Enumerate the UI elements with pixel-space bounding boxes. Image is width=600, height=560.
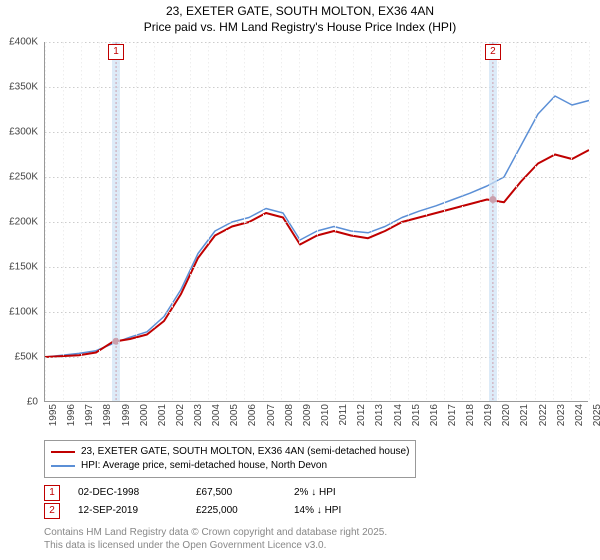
- x-axis-label: 2004: [211, 404, 222, 426]
- y-axis-label: £350K: [0, 82, 42, 93]
- x-axis-label: 2007: [266, 404, 277, 426]
- x-axis-label: 1999: [121, 404, 132, 426]
- y-axis-label: £200K: [0, 217, 42, 228]
- x-axis-label: 2011: [338, 404, 349, 426]
- title-line-2: Price paid vs. HM Land Registry's House …: [0, 20, 600, 36]
- legend-row-price-paid: 23, EXETER GATE, SOUTH MOLTON, EX36 4AN …: [51, 445, 409, 459]
- x-axis-label: 2023: [556, 404, 567, 426]
- x-axis-label: 1997: [84, 404, 95, 426]
- x-axis-label: 2025: [592, 404, 600, 426]
- x-axis-label: 1996: [66, 404, 77, 426]
- x-axis-label: 2020: [501, 404, 512, 426]
- x-axis-label: 2005: [229, 404, 240, 426]
- y-axis-label: £100K: [0, 307, 42, 318]
- x-axis-label: 1998: [102, 404, 113, 426]
- x-axis-label: 2024: [574, 404, 585, 426]
- x-axis-label: 2017: [447, 404, 458, 426]
- attribution-line-1: Contains HM Land Registry data © Crown c…: [44, 526, 588, 539]
- chart-title: 23, EXETER GATE, SOUTH MOLTON, EX36 4AN …: [0, 0, 600, 35]
- x-axis-label: 2015: [411, 404, 422, 426]
- legend-box: 23, EXETER GATE, SOUTH MOLTON, EX36 4AN …: [44, 440, 416, 478]
- y-axis-label: £50K: [0, 352, 42, 363]
- x-axis-label: 2000: [139, 404, 150, 426]
- y-axis-label: £400K: [0, 37, 42, 48]
- attribution-line-2: This data is licensed under the Open Gov…: [44, 539, 588, 552]
- y-axis-label: £300K: [0, 127, 42, 138]
- title-line-1: 23, EXETER GATE, SOUTH MOLTON, EX36 4AN: [0, 4, 600, 20]
- legend-swatch-hpi: [51, 465, 75, 467]
- legend-label-price-paid: 23, EXETER GATE, SOUTH MOLTON, EX36 4AN …: [81, 445, 409, 459]
- x-axis-label: 2003: [193, 404, 204, 426]
- sales-table: 102-DEC-1998£67,5002% ↓ HPI212-SEP-2019£…: [44, 484, 588, 520]
- x-axis-label: 2010: [320, 404, 331, 426]
- x-axis-label: 2022: [538, 404, 549, 426]
- y-axis-label: £250K: [0, 172, 42, 183]
- y-axis-label: £0: [0, 397, 42, 408]
- x-axis-label: 2002: [175, 404, 186, 426]
- chart-container: 23, EXETER GATE, SOUTH MOLTON, EX36 4AN …: [0, 0, 600, 560]
- legend-swatch-price-paid: [51, 451, 75, 453]
- sale-marker: 2: [485, 44, 501, 60]
- x-axis-label: 2016: [429, 404, 440, 426]
- x-axis-label: 2006: [247, 404, 258, 426]
- attribution: Contains HM Land Registry data © Crown c…: [44, 526, 588, 552]
- sale-marker: 1: [108, 44, 124, 60]
- legend-and-footer: 23, EXETER GATE, SOUTH MOLTON, EX36 4AN …: [44, 440, 588, 552]
- x-axis-label: 2001: [157, 404, 168, 426]
- x-axis-label: 2008: [284, 404, 295, 426]
- x-axis-label: 2009: [302, 404, 313, 426]
- x-axis-label: 2018: [465, 404, 476, 426]
- x-axis-label: 2019: [483, 404, 494, 426]
- y-axis-label: £150K: [0, 262, 42, 273]
- chart-plot-area: [44, 42, 588, 402]
- sale-table-row: 102-DEC-1998£67,5002% ↓ HPI: [44, 484, 588, 502]
- x-axis-label: 2021: [519, 404, 530, 426]
- x-axis-label: 2014: [393, 404, 404, 426]
- legend-row-hpi: HPI: Average price, semi-detached house,…: [51, 459, 409, 473]
- x-axis-label: 1995: [48, 404, 59, 426]
- legend-label-hpi: HPI: Average price, semi-detached house,…: [81, 459, 327, 473]
- x-axis-label: 2013: [374, 404, 385, 426]
- sale-table-row: 212-SEP-2019£225,00014% ↓ HPI: [44, 502, 588, 520]
- x-axis-label: 2012: [356, 404, 367, 426]
